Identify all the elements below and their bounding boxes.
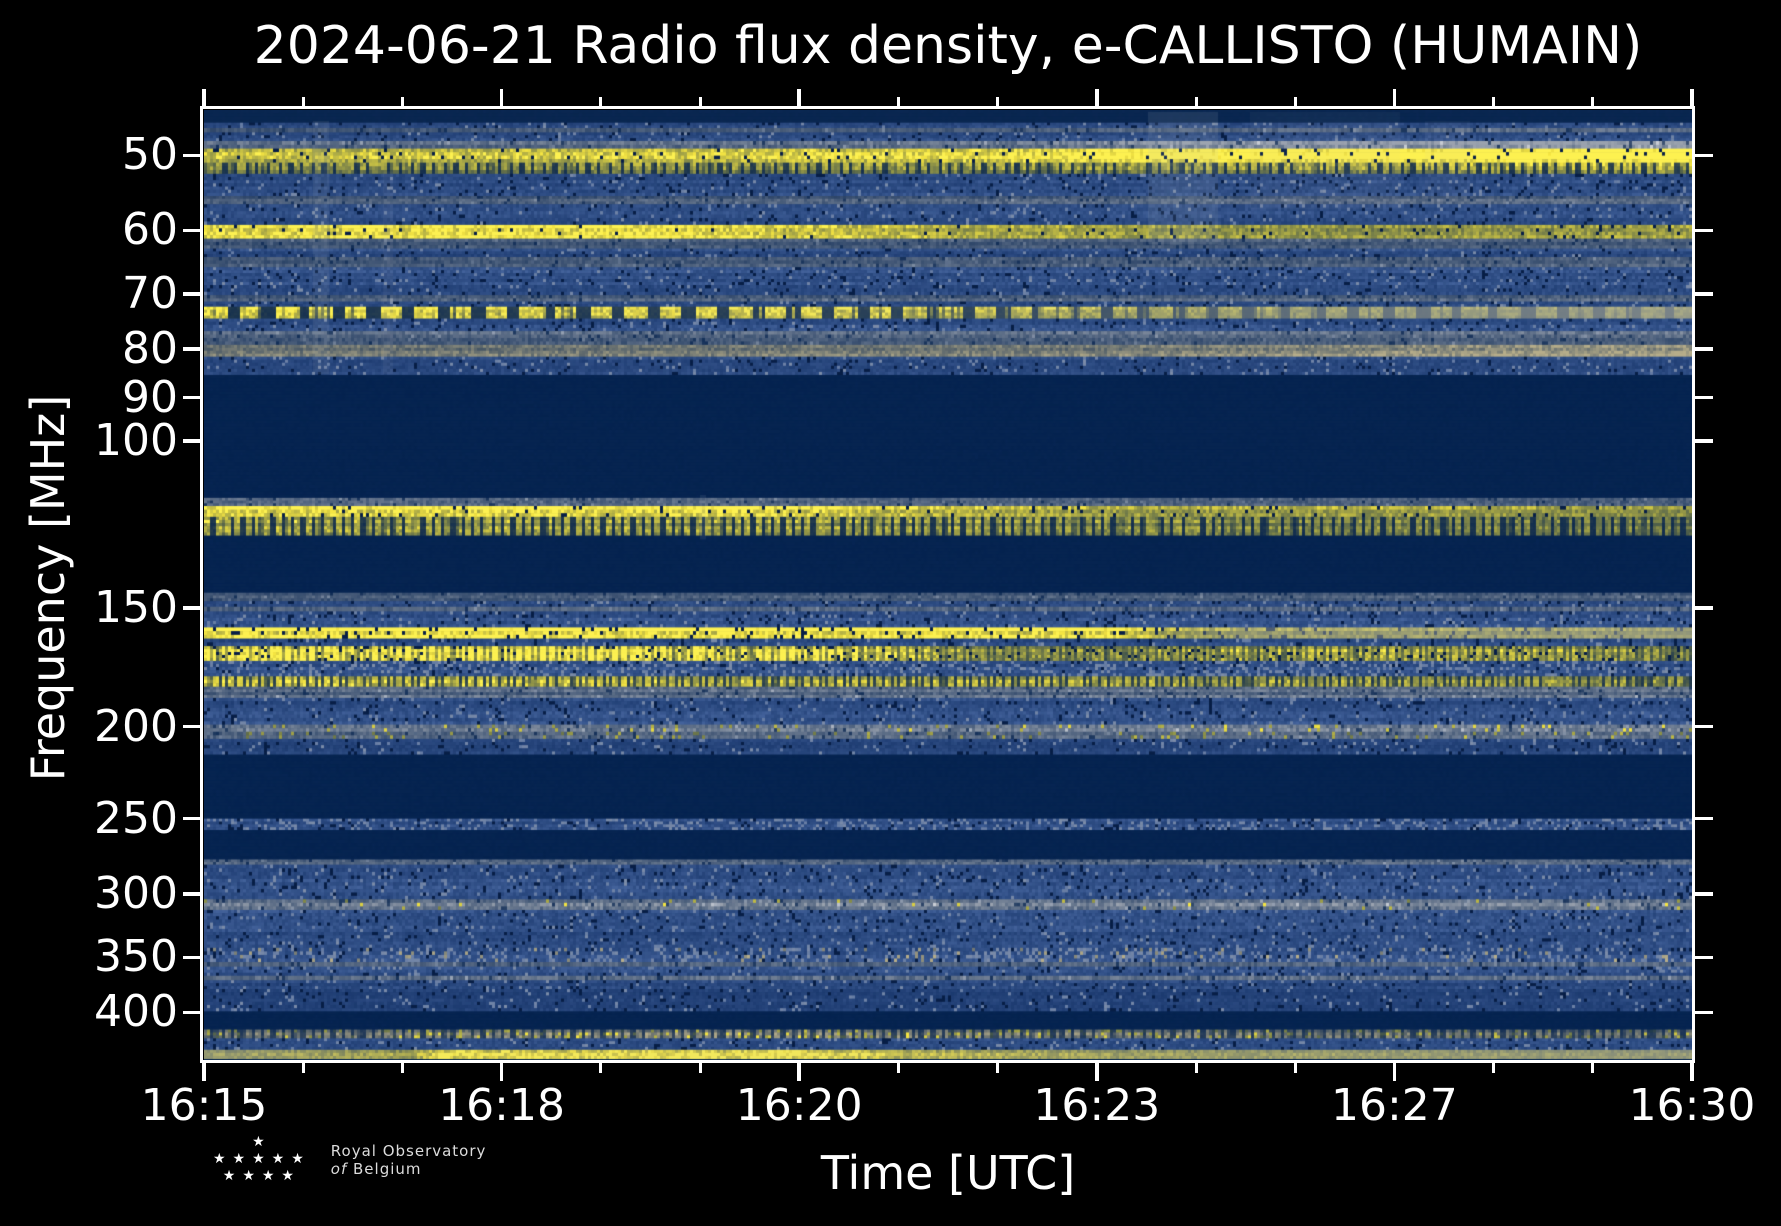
y-major-tick-right — [1695, 292, 1713, 296]
x-minor-tick-top — [301, 97, 305, 107]
x-minor-tick-top — [1293, 97, 1297, 107]
y-tick-label: 70 — [122, 267, 178, 319]
x-tick-label: 16:15 — [140, 1080, 268, 1131]
y-tick-label: 150 — [94, 582, 178, 634]
x-minor-tick — [896, 1063, 900, 1073]
y-tick-label: 50 — [122, 129, 178, 181]
y-major-tick — [183, 1010, 201, 1015]
y-major-tick — [183, 955, 201, 960]
y-major-tick — [183, 439, 201, 443]
x-minor-tick — [1293, 1063, 1297, 1073]
y-major-tick-right — [1695, 816, 1713, 821]
x-minor-tick — [400, 1063, 404, 1073]
y-tick-label: 60 — [122, 204, 178, 256]
y-major-tick-right — [1695, 228, 1713, 233]
x-axis-label: Time [UTC] — [820, 1146, 1076, 1200]
star-row: ★★★★★ — [213, 1151, 311, 1167]
x-tick-label: 16:20 — [735, 1080, 863, 1131]
x-major-tick — [797, 1063, 801, 1081]
y-major-tick-right — [1695, 347, 1713, 351]
y-axis-label: Frequency [MHz] — [21, 394, 75, 782]
x-minor-tick-top — [1194, 97, 1198, 107]
y-major-tick — [183, 892, 201, 896]
y-tick-label: 350 — [94, 931, 178, 983]
x-tick-label: 16:30 — [1628, 1080, 1756, 1131]
x-minor-tick-top — [698, 97, 702, 107]
y-major-tick-right — [1695, 955, 1713, 960]
y-major-tick-right — [1695, 439, 1713, 443]
x-minor-tick — [698, 1063, 702, 1073]
y-tick-label: 250 — [94, 792, 178, 844]
y-major-tick — [183, 153, 201, 157]
y-major-tick-right — [1695, 606, 1713, 610]
y-major-tick-right — [1695, 1010, 1713, 1015]
y-major-tick-right — [1695, 395, 1713, 400]
x-minor-tick — [1591, 1063, 1595, 1073]
y-tick-label: 300 — [94, 867, 178, 919]
x-tick-label: 16:23 — [1033, 1080, 1161, 1131]
x-major-tick-top — [1095, 89, 1099, 107]
y-major-tick-right — [1695, 153, 1713, 157]
page-title: 2024-06-21 Radio flux density, e-CALLIST… — [253, 16, 1643, 76]
x-minor-tick-top — [996, 97, 1000, 107]
x-minor-tick — [1492, 1063, 1496, 1073]
y-tick-label: 200 — [94, 700, 178, 752]
x-major-tick — [1392, 1063, 1397, 1081]
y-major-tick — [183, 395, 201, 400]
y-major-tick — [183, 606, 201, 610]
x-tick-label: 16:27 — [1330, 1080, 1458, 1131]
y-tick-label: 400 — [94, 986, 178, 1038]
spectrogram-canvas — [204, 110, 1692, 1060]
y-major-tick-right — [1695, 724, 1713, 729]
x-major-tick-top — [1690, 89, 1694, 107]
y-major-tick — [183, 228, 201, 233]
logo-text: Royal Observatory of Belgium — [331, 1142, 487, 1178]
y-major-tick-right — [1695, 892, 1713, 896]
y-major-tick — [183, 347, 201, 351]
x-minor-tick-top — [896, 97, 900, 107]
x-major-tick-top — [797, 89, 801, 107]
x-minor-tick — [996, 1063, 1000, 1073]
x-minor-tick-top — [1492, 97, 1496, 107]
x-minor-tick-top — [599, 97, 603, 107]
y-tick-label: 80 — [122, 322, 178, 374]
x-major-tick — [499, 1063, 504, 1081]
logo-text-line2: of Belgium — [330, 1159, 422, 1178]
x-minor-tick-top — [400, 97, 404, 107]
star-row: ★★★★ — [222, 1168, 301, 1184]
y-tick-label: 90 — [122, 371, 178, 423]
plot-frame — [200, 106, 1695, 1063]
logo-text-line1: Royal Observatory — [330, 1141, 487, 1160]
x-minor-tick — [599, 1063, 603, 1073]
x-minor-tick — [1194, 1063, 1198, 1073]
x-tick-label: 16:18 — [438, 1080, 565, 1131]
y-major-tick — [183, 292, 201, 296]
x-major-tick — [1690, 1063, 1694, 1081]
y-major-tick — [183, 816, 201, 821]
x-major-tick-top — [1392, 89, 1397, 107]
x-major-tick-top — [202, 89, 206, 107]
observatory-logo: ★ ★★★★★ ★★★★ Royal Observatory of Belgium — [206, 1134, 486, 1185]
x-minor-tick-top — [1591, 97, 1595, 107]
x-minor-tick — [301, 1063, 305, 1073]
star-row: ★ — [252, 1134, 272, 1150]
x-major-tick-top — [499, 89, 504, 107]
stars-icon: ★ ★★★★★ ★★★★ — [206, 1134, 311, 1185]
x-major-tick — [1095, 1063, 1099, 1081]
y-tick-label: 100 — [94, 414, 178, 466]
x-major-tick — [202, 1063, 206, 1081]
y-major-tick — [183, 724, 201, 729]
